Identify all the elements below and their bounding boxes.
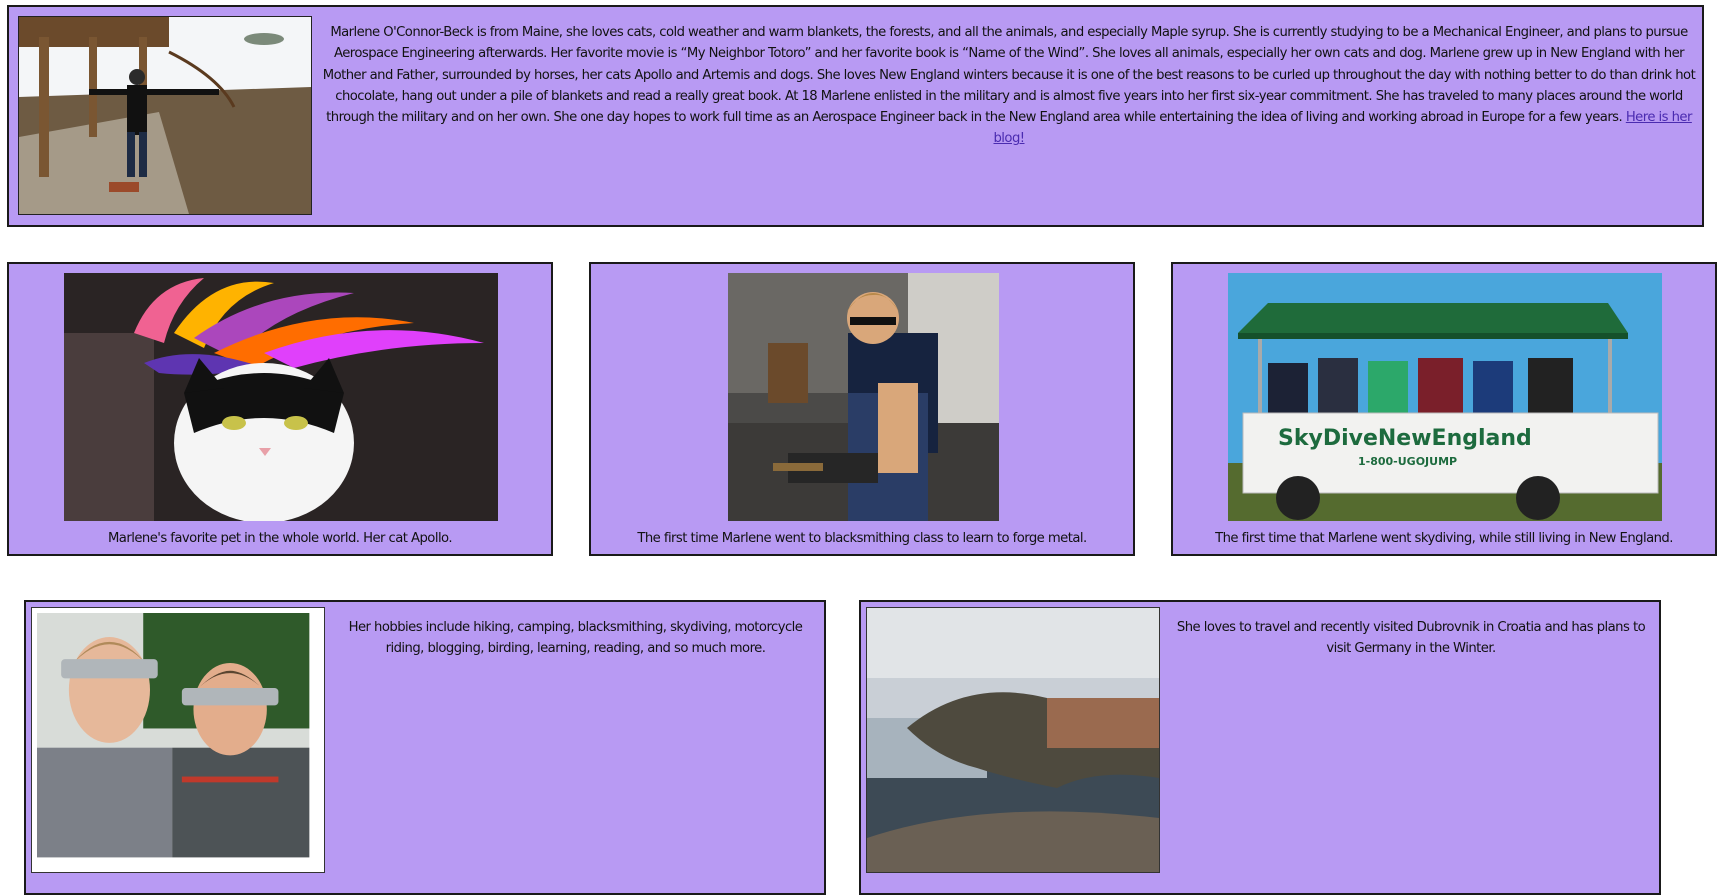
intro-text-block: Marlene O'Connor-Beck is from Maine, she… bbox=[320, 22, 1698, 150]
blog-link[interactable]: Here is her blog! bbox=[993, 110, 1692, 147]
intro-bio-text: Marlene O'Connor-Beck is from Maine, she… bbox=[322, 25, 1696, 126]
hobbies-selfie-photo bbox=[31, 607, 325, 873]
blacksmithing-photo bbox=[728, 273, 999, 521]
truck-phone-text: 1-800-UGOJUMP bbox=[1358, 455, 1457, 468]
skydive-caption: The first time that Marlene went skydivi… bbox=[1215, 531, 1673, 546]
intro-panel: Marlene O'Connor-Beck is from Maine, she… bbox=[7, 5, 1704, 227]
cat-apollo-photo bbox=[64, 273, 498, 521]
skydive-card: SkyDiveNewEngland 1-800-UGOJUMP The firs… bbox=[1171, 262, 1717, 556]
travel-panel: She loves to travel and recently visited… bbox=[859, 600, 1661, 895]
skydiving-truck-photo: SkyDiveNewEngland 1-800-UGOJUMP bbox=[1228, 273, 1662, 521]
forge-caption: The first time Marlene went to blacksmit… bbox=[637, 531, 1087, 546]
dubrovnik-photo bbox=[866, 607, 1160, 873]
cat-caption: Marlene's favorite pet in the whole worl… bbox=[107, 531, 453, 546]
hobbies-panel: Her hobbies include hiking, camping, bla… bbox=[24, 600, 826, 895]
cat-card: Marlene's favorite pet in the whole worl… bbox=[7, 262, 553, 556]
forge-card: The first time Marlene went to blacksmit… bbox=[589, 262, 1135, 556]
truck-sign-text: SkyDiveNewEngland bbox=[1278, 426, 1532, 451]
archery-photo bbox=[18, 16, 312, 215]
hobbies-text: Her hobbies include hiking, camping, bla… bbox=[348, 620, 803, 657]
travel-text: She loves to travel and recently visited… bbox=[1176, 620, 1646, 657]
